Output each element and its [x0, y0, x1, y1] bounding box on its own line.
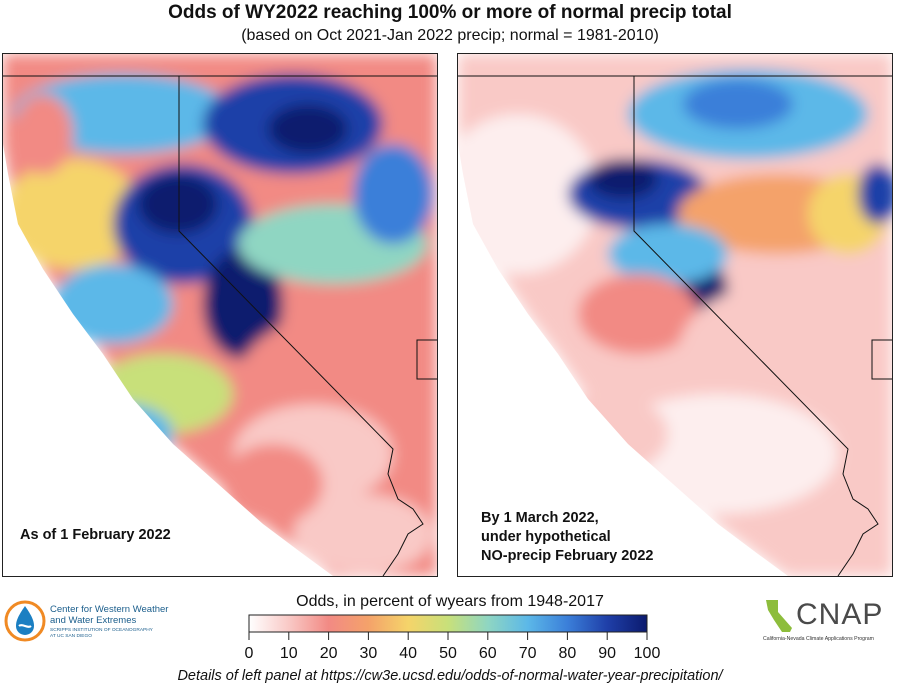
map-feb-canvas	[3, 54, 437, 576]
colorbar-tick-label: 0	[244, 645, 254, 662]
cw3e-small-line-1: SCRIPPS INSTITUTION OF OCEANOGRAPHY	[50, 628, 153, 633]
colorbar	[248, 614, 648, 640]
state-boundaries	[3, 75, 437, 576]
map-mar-label-line-3: NO-precip February 2022	[481, 548, 654, 564]
map-mar-label-line-2: under hypothetical	[481, 529, 611, 545]
colorbar-tick-label: 90	[598, 645, 617, 662]
cw3e-logo-text: Center for Western Weather and Water Ext…	[50, 604, 168, 626]
map-feb-label-line: As of 1 February 2022	[20, 527, 171, 543]
cw3e-name-line-1: Center for Western Weather	[50, 604, 169, 615]
colorbar-tick-label: 20	[319, 645, 338, 662]
map-mar-label: By 1 March 2022, under hypothetical NO-p…	[481, 509, 653, 566]
colorbar-tick-label: 50	[439, 645, 457, 662]
colorbar-tick-label: 60	[478, 645, 497, 662]
page-title: Odds of WY2022 reaching 100% or more of …	[168, 2, 732, 23]
footer-details-link[interactable]: Details of left panel at https://cw3e.uc…	[177, 668, 723, 684]
cw3e-logo-small: SCRIPPS INSTITUTION OF OCEANOGRAPHY AT U…	[50, 628, 160, 639]
water-drop-logo-icon	[4, 600, 46, 642]
map-mar-canvas	[458, 54, 892, 576]
map-panel-feb: As of 1 February 2022	[2, 53, 438, 577]
map-feb-label: As of 1 February 2022	[20, 526, 171, 545]
page-subtitle: (based on Oct 2021-Jan 2022 precip; norm…	[241, 27, 659, 44]
map-mar-label-line-1: By 1 March 2022,	[481, 510, 599, 526]
colorbar-tick-label: 40	[399, 645, 418, 662]
colorbar-tick-label: 30	[359, 645, 378, 662]
colorbar-title: Odds, in percent of wyears from 1948-201…	[296, 593, 604, 610]
colorbar-tick-label: 100	[633, 645, 661, 662]
map-panel-mar: By 1 March 2022, under hypothetical NO-p…	[457, 53, 893, 577]
cw3e-name-line-2: and Water Extremes	[50, 615, 137, 626]
colorbar-tick-label: 70	[518, 645, 537, 662]
cnap-tagline: California-Nevada Climate Applications P…	[763, 636, 875, 642]
california-outline-logo-icon	[766, 600, 792, 632]
cnap-logo-text: CNAP	[796, 598, 884, 631]
cw3e-small-line-2: AT UC SAN DIEGO	[50, 633, 92, 639]
colorbar-tick-label: 10	[279, 645, 298, 662]
state-boundaries	[458, 75, 892, 576]
colorbar-tick-label: 80	[558, 645, 577, 662]
